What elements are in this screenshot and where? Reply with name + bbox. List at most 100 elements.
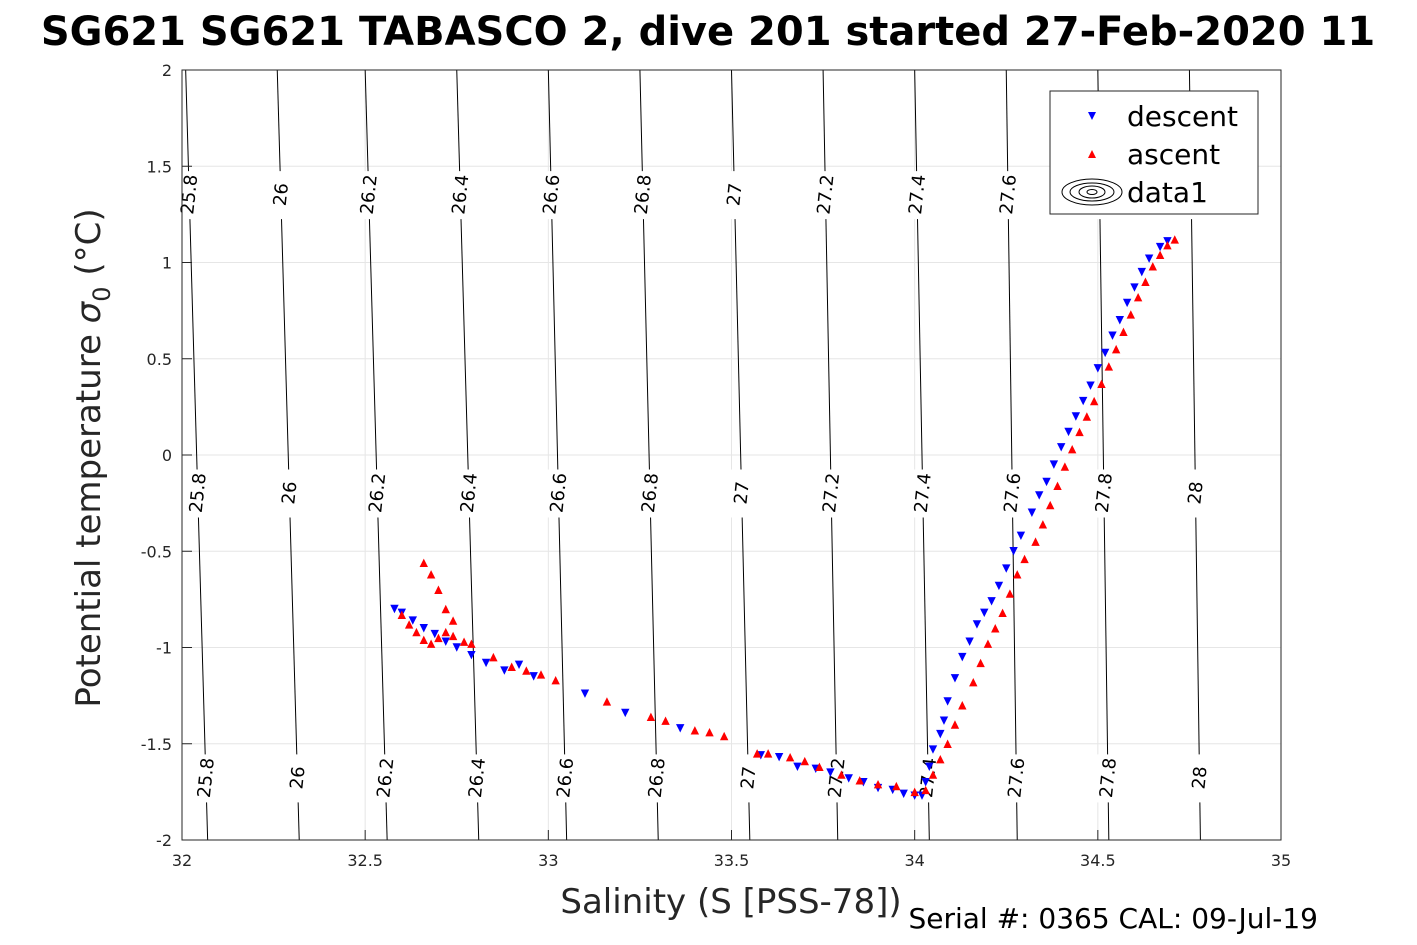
descent-point bbox=[419, 624, 428, 633]
contour-label: 27 bbox=[723, 182, 746, 207]
ascent-point bbox=[690, 726, 700, 735]
ascent-point bbox=[1005, 589, 1015, 598]
descent-point bbox=[965, 637, 974, 646]
x-axis-label: Salinity (S [PSS-78]) bbox=[560, 882, 901, 922]
contour-label-bg bbox=[814, 171, 837, 220]
y-axis-label-main: Potential temperature bbox=[69, 323, 109, 707]
contour-label: 27.8 bbox=[1096, 757, 1121, 799]
ascent-point bbox=[958, 701, 967, 710]
ascent-point bbox=[1170, 235, 1179, 244]
legend-contour-ellipse bbox=[1078, 185, 1106, 199]
ascent-point bbox=[936, 754, 945, 764]
descent-point bbox=[1130, 283, 1139, 292]
descent-point bbox=[430, 629, 439, 639]
ascent-point bbox=[719, 731, 729, 741]
descent-point bbox=[925, 762, 934, 772]
ascent-point bbox=[426, 639, 436, 648]
legend: descent ascent data1 bbox=[1049, 90, 1259, 215]
contour-label-bg bbox=[723, 171, 746, 220]
descent-point bbox=[1042, 477, 1051, 487]
descent-point bbox=[529, 672, 538, 681]
ascent-point bbox=[892, 781, 901, 791]
ascent-point bbox=[602, 697, 612, 706]
descent-point bbox=[1049, 460, 1059, 469]
descent-point bbox=[1115, 316, 1125, 325]
descent-point bbox=[390, 604, 399, 614]
contour-label: 26.4 bbox=[465, 757, 490, 799]
descent-point bbox=[1086, 381, 1095, 390]
ascent-point bbox=[646, 712, 656, 721]
contour-label-bg bbox=[465, 754, 488, 803]
contour-label-bg bbox=[645, 754, 668, 803]
y-axis-label-symbol: σ bbox=[69, 300, 109, 323]
contour-label-bg bbox=[906, 171, 929, 220]
ascent-point bbox=[551, 676, 560, 685]
descent-point bbox=[1057, 443, 1066, 452]
ascent-point bbox=[921, 785, 930, 795]
ascent-point bbox=[815, 762, 824, 772]
ascent-point bbox=[943, 739, 952, 748]
ascent-point bbox=[441, 627, 450, 637]
descent-point bbox=[793, 762, 802, 772]
ascent-point bbox=[1013, 570, 1022, 579]
ascent-point bbox=[412, 627, 421, 637]
contour-label: 25.8 bbox=[194, 757, 219, 799]
legend-box bbox=[1049, 90, 1259, 215]
ascent-point bbox=[785, 753, 795, 762]
ascent-point bbox=[467, 639, 476, 648]
contour-label-bg bbox=[374, 754, 397, 803]
descent-point bbox=[774, 753, 784, 762]
y-tick-label: -0.5 bbox=[141, 542, 172, 561]
ascent-point bbox=[976, 658, 985, 668]
contour-label: 25.8 bbox=[177, 174, 202, 216]
ascent-point bbox=[1067, 445, 1077, 454]
descent-point bbox=[928, 745, 938, 754]
ascent-point bbox=[448, 631, 458, 641]
contour-label: 27.2 bbox=[813, 174, 838, 216]
x-tick-label: 33 bbox=[538, 851, 558, 870]
contour-label-bg bbox=[269, 171, 292, 220]
descent-point bbox=[844, 774, 853, 783]
descent-point bbox=[899, 789, 908, 798]
y-axis-label-unit: (°C) bbox=[69, 208, 109, 286]
chart-title: SG621 SG621 TABASCO 2, dive 201 started … bbox=[41, 9, 1375, 55]
ascent-point bbox=[536, 670, 546, 679]
contour-label-bg bbox=[1005, 754, 1028, 803]
contour-label-bg bbox=[997, 171, 1020, 220]
contour-label: 27.6 bbox=[1000, 472, 1025, 514]
contour-label-bg bbox=[457, 469, 480, 518]
ascent-point bbox=[1148, 262, 1157, 271]
contour-label: 26.8 bbox=[631, 174, 656, 216]
descent-point bbox=[1144, 254, 1154, 263]
ascent-point bbox=[1082, 412, 1092, 421]
ascent-point bbox=[752, 749, 762, 758]
y-tick-label: 0.5 bbox=[147, 350, 172, 369]
ascent-point bbox=[969, 677, 978, 687]
legend-contour-ellipse bbox=[1061, 178, 1123, 206]
data-points bbox=[390, 235, 1179, 800]
contour-label: 26.4 bbox=[448, 174, 473, 216]
contour-label-bg bbox=[911, 469, 934, 518]
contour-label-bg bbox=[825, 754, 848, 803]
contour-label-bg bbox=[186, 469, 209, 518]
ascent-point bbox=[434, 633, 443, 643]
contour-label-bg bbox=[194, 754, 217, 803]
contour-label: 26.8 bbox=[645, 757, 670, 799]
axis-ticks: 32 32.5 33 33.5 34 34.5 35 -2 -1.5 -1 -0.5 0 0.5 1 1.5… bbox=[141, 61, 1291, 870]
contour-label: 26 bbox=[270, 182, 293, 207]
contour-label-bg bbox=[540, 171, 563, 220]
contour-label: 26.6 bbox=[539, 174, 564, 216]
descent-point bbox=[1078, 396, 1088, 406]
descent-point bbox=[1071, 412, 1081, 421]
ascent-point bbox=[404, 620, 414, 629]
ascent-point bbox=[1089, 396, 1099, 406]
ascent-point bbox=[434, 585, 443, 594]
ascent-point bbox=[910, 787, 919, 797]
y-axis-label: Potential temperature σ0 (°C) bbox=[69, 208, 116, 707]
contour-label-bg bbox=[366, 469, 389, 518]
descent-point bbox=[514, 660, 524, 670]
contour-label-bg bbox=[737, 754, 760, 803]
descent-point bbox=[1009, 547, 1018, 556]
descent-point bbox=[500, 666, 509, 675]
contour-label: 25.8 bbox=[186, 472, 211, 514]
